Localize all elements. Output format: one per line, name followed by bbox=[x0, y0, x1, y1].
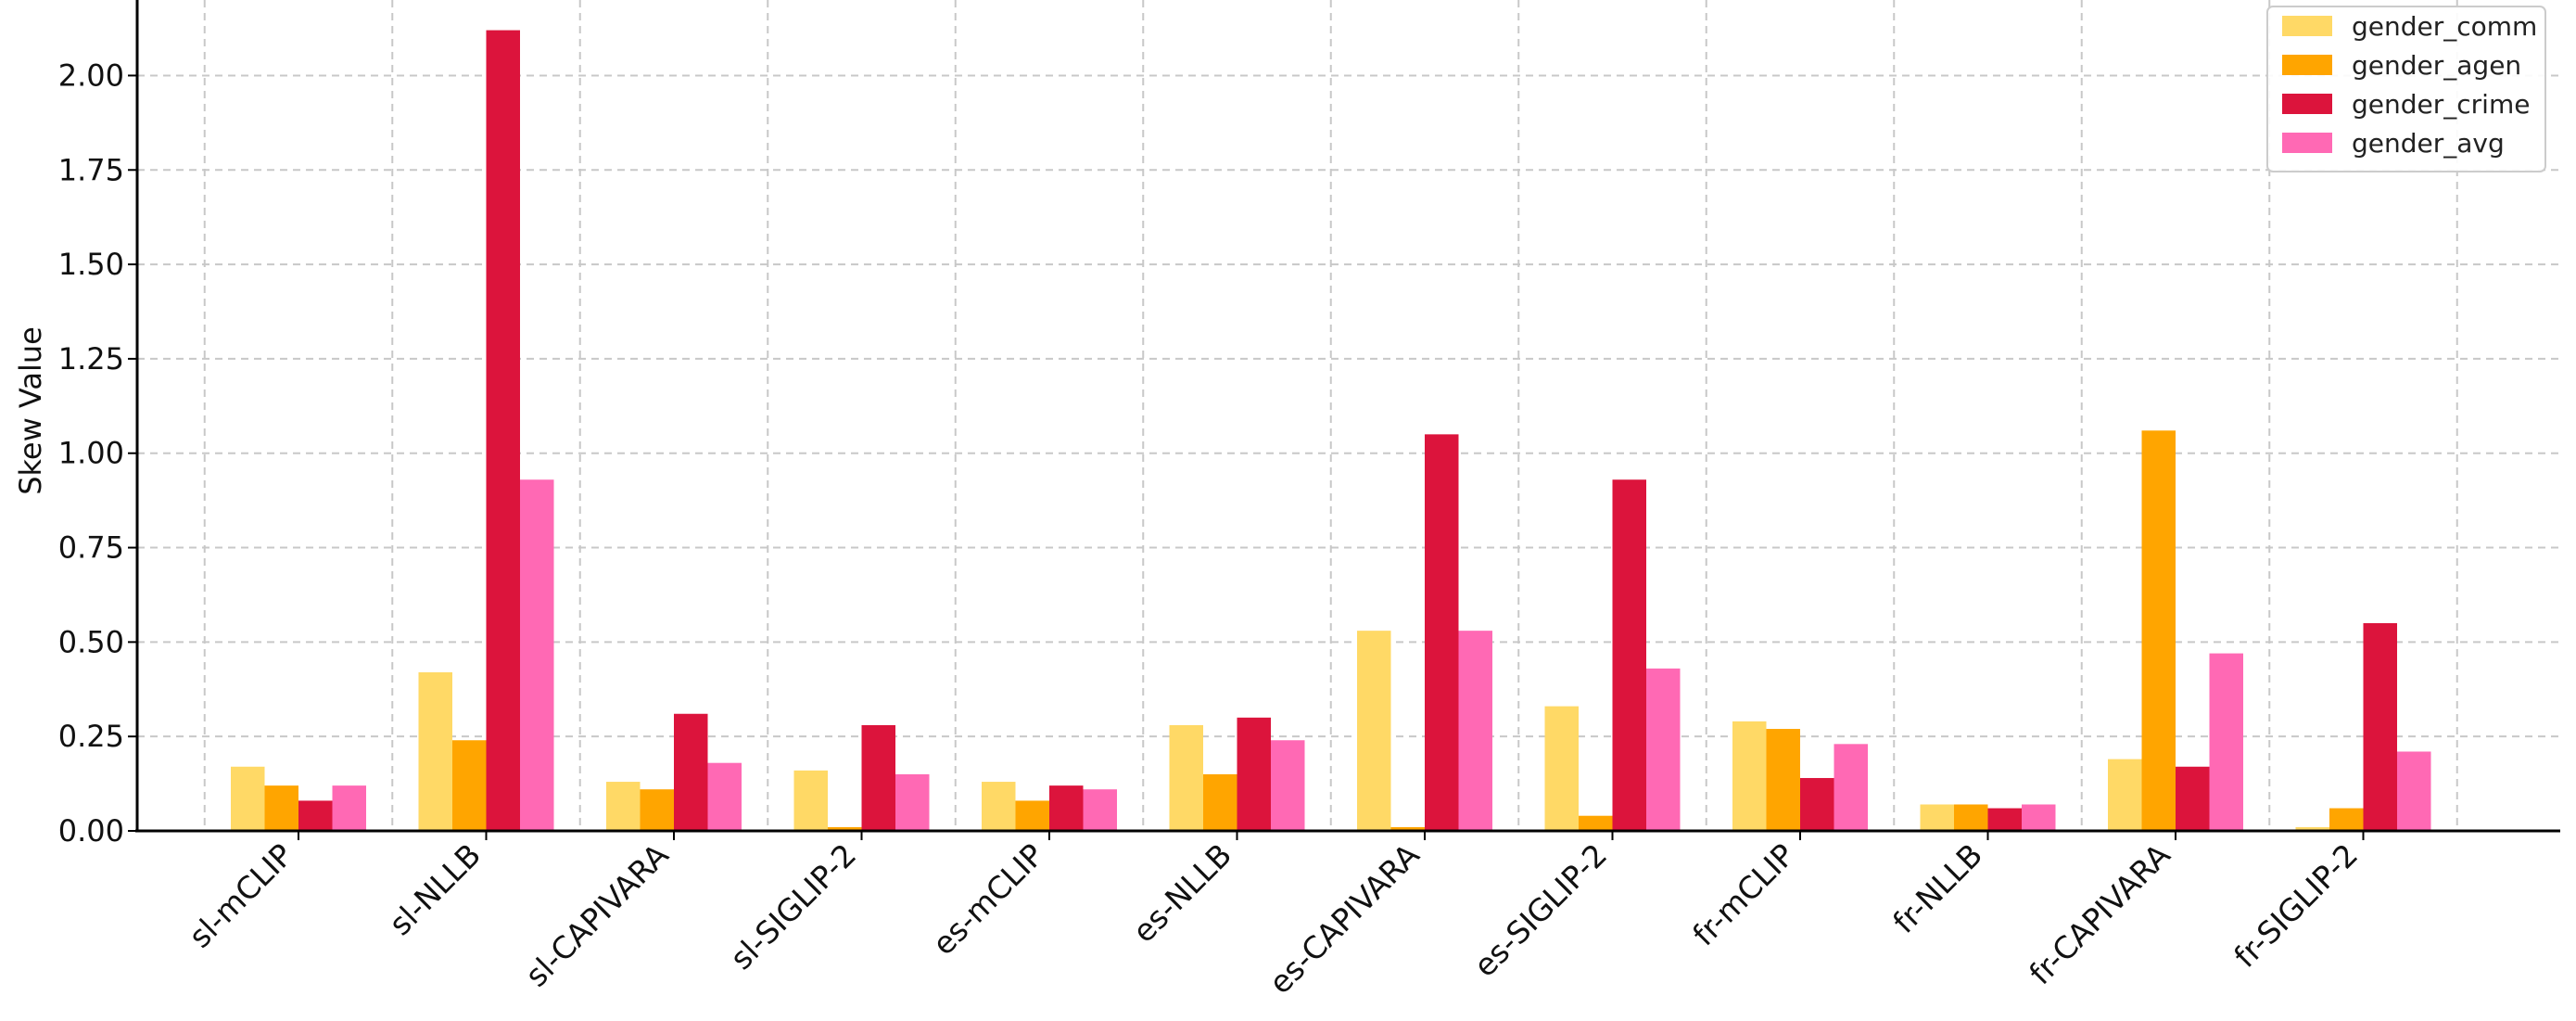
bar-gender-comm-fr-nllb bbox=[1920, 804, 1954, 831]
x-tick-label: es-SIGLIP-2 bbox=[1466, 836, 1614, 984]
y-tick-label: 1.75 bbox=[58, 152, 124, 187]
bars bbox=[231, 30, 2431, 831]
legend-label-gender-comm: gender_comm bbox=[2352, 11, 2537, 42]
bar-gender-avg-es-mclip bbox=[1083, 789, 1117, 831]
bar-gender-crime-sl-siglip-2 bbox=[861, 724, 895, 831]
bar-gender-avg-es-capivara bbox=[1458, 631, 1492, 831]
legend-label-gender-agen: gender_agen bbox=[2352, 50, 2521, 81]
bar-gender-agen-fr-nllb bbox=[1954, 804, 1988, 831]
bar-gender-crime-es-siglip-2 bbox=[1612, 479, 1646, 831]
x-tick-label: es-mCLIP bbox=[925, 836, 1050, 962]
y-tick-label: 0.75 bbox=[58, 530, 124, 566]
y-tick-label: 1.00 bbox=[58, 436, 124, 471]
grid-lines bbox=[137, 0, 2560, 831]
bar-gender-crime-fr-siglip-2 bbox=[2363, 623, 2397, 831]
bar-gender-avg-sl-nllb bbox=[520, 479, 554, 831]
bar-gender-comm-sl-mclip bbox=[231, 766, 265, 831]
bar-gender-comm-es-siglip-2 bbox=[1544, 706, 1579, 831]
y-tick-label: 0.50 bbox=[58, 624, 124, 659]
legend-label-gender-crime: gender_crime bbox=[2352, 89, 2530, 120]
x-tick-label: sl-CAPIVARA bbox=[518, 836, 676, 994]
bar-gender-crime-es-nllb bbox=[1237, 717, 1271, 831]
bar-gender-crime-es-capivara bbox=[1425, 434, 1459, 831]
x-tick-label: sl-mCLIP bbox=[182, 836, 300, 955]
legend-swatch-gender-agen bbox=[2282, 55, 2332, 75]
y-tick-label: 1.25 bbox=[58, 341, 124, 376]
bar-gender-avg-sl-mclip bbox=[332, 785, 366, 831]
legend-swatch-gender-comm bbox=[2282, 16, 2332, 36]
bar-gender-avg-fr-siglip-2 bbox=[2397, 751, 2431, 831]
legend-box bbox=[2266, 6, 2546, 172]
x-tick-label: sl-SIGLIP-2 bbox=[723, 836, 863, 976]
bar-gender-agen-fr-siglip-2 bbox=[2329, 808, 2364, 831]
bar-gender-comm-fr-siglip-2 bbox=[2295, 826, 2329, 831]
x-tick-label: fr-mCLIP bbox=[1685, 836, 1801, 952]
bar-gender-agen-fr-capivara bbox=[2141, 430, 2176, 831]
y-tick-label: 0.25 bbox=[58, 719, 124, 754]
bar-gender-agen-es-capivara bbox=[1390, 826, 1425, 831]
bar-gender-comm-es-mclip bbox=[982, 782, 1016, 831]
y-tick-label: 0.00 bbox=[58, 813, 124, 849]
legend-swatch-gender-avg bbox=[2282, 133, 2332, 153]
x-tick-label: fr-SIGLIP-2 bbox=[2227, 836, 2365, 975]
bar-gender-crime-es-mclip bbox=[1049, 785, 1084, 831]
y-tick-labels: 0.00 0.25 0.50 0.75 1.00 1.25 1.50 1.75 2.00 bbox=[58, 57, 137, 849]
y-tick-label: 1.50 bbox=[58, 247, 124, 282]
bar-gender-avg-fr-capivara bbox=[2209, 653, 2243, 831]
bar-gender-comm-es-nllb bbox=[1169, 724, 1203, 831]
axes bbox=[135, 0, 2560, 833]
bar-gender-agen-sl-nllb bbox=[452, 740, 487, 831]
bar-gender-crime-fr-nllb bbox=[1987, 808, 2022, 831]
bar-gender-crime-sl-capivara bbox=[674, 713, 708, 831]
y-tick-label: 2.00 bbox=[58, 57, 124, 93]
legend: gender_comm gender_agen gender_crimegender… bbox=[2266, 6, 2546, 172]
bar-gender-crime-sl-nllb bbox=[486, 30, 520, 831]
x-tick-label: fr-NLLB bbox=[1885, 836, 1989, 940]
bar-gender-avg-es-nllb bbox=[1271, 740, 1305, 831]
bar-gender-comm-es-capivara bbox=[1357, 631, 1391, 831]
bar-gender-comm-fr-capivara bbox=[2108, 759, 2142, 831]
bar-gender-avg-fr-mclip bbox=[1834, 744, 1868, 831]
bar-gender-comm-fr-mclip bbox=[1732, 721, 1767, 831]
bar-gender-crime-fr-capivara bbox=[2176, 766, 2210, 831]
bar-gender-avg-sl-siglip-2 bbox=[895, 773, 930, 831]
bar-gender-agen-sl-capivara bbox=[640, 789, 674, 831]
x-tick-labels: sl-mCLIP sl-NLLB sl-CAPIVARA sl-SIGLIP-2 es-… bbox=[182, 831, 2365, 1001]
bar-gender-agen-sl-mclip bbox=[264, 785, 298, 831]
bar-gender-crime-fr-mclip bbox=[1800, 777, 1834, 831]
bar-gender-comm-sl-siglip-2 bbox=[793, 770, 828, 831]
bar-gender-comm-sl-capivara bbox=[606, 782, 641, 831]
bar-gender-agen-sl-siglip-2 bbox=[828, 826, 862, 831]
x-tick-label: es-NLLB bbox=[1125, 836, 1238, 950]
bar-gender-agen-es-mclip bbox=[1015, 800, 1049, 831]
x-tick-label: sl-NLLB bbox=[382, 836, 488, 942]
x-tick-label: fr-CAPIVARA bbox=[2022, 836, 2176, 991]
bar-gender-agen-fr-mclip bbox=[1766, 729, 1800, 831]
bar-gender-agen-es-siglip-2 bbox=[1579, 815, 1613, 831]
bar-gender-agen-es-nllb bbox=[1203, 773, 1237, 831]
bar-gender-avg-sl-capivara bbox=[707, 762, 742, 831]
bar-gender-comm-sl-nllb bbox=[418, 671, 452, 831]
bar-gender-avg-fr-nllb bbox=[2022, 804, 2056, 831]
x-tick-label: es-CAPIVARA bbox=[1262, 836, 1427, 1002]
bar-gender-avg-es-siglip-2 bbox=[1646, 668, 1681, 831]
legend-label-gender-avg: gender_avg bbox=[2352, 128, 2505, 159]
y-axis-label: Skew Value bbox=[13, 326, 48, 495]
legend-swatch-gender-crime bbox=[2282, 94, 2332, 114]
bar-gender-crime-sl-mclip bbox=[298, 800, 333, 831]
